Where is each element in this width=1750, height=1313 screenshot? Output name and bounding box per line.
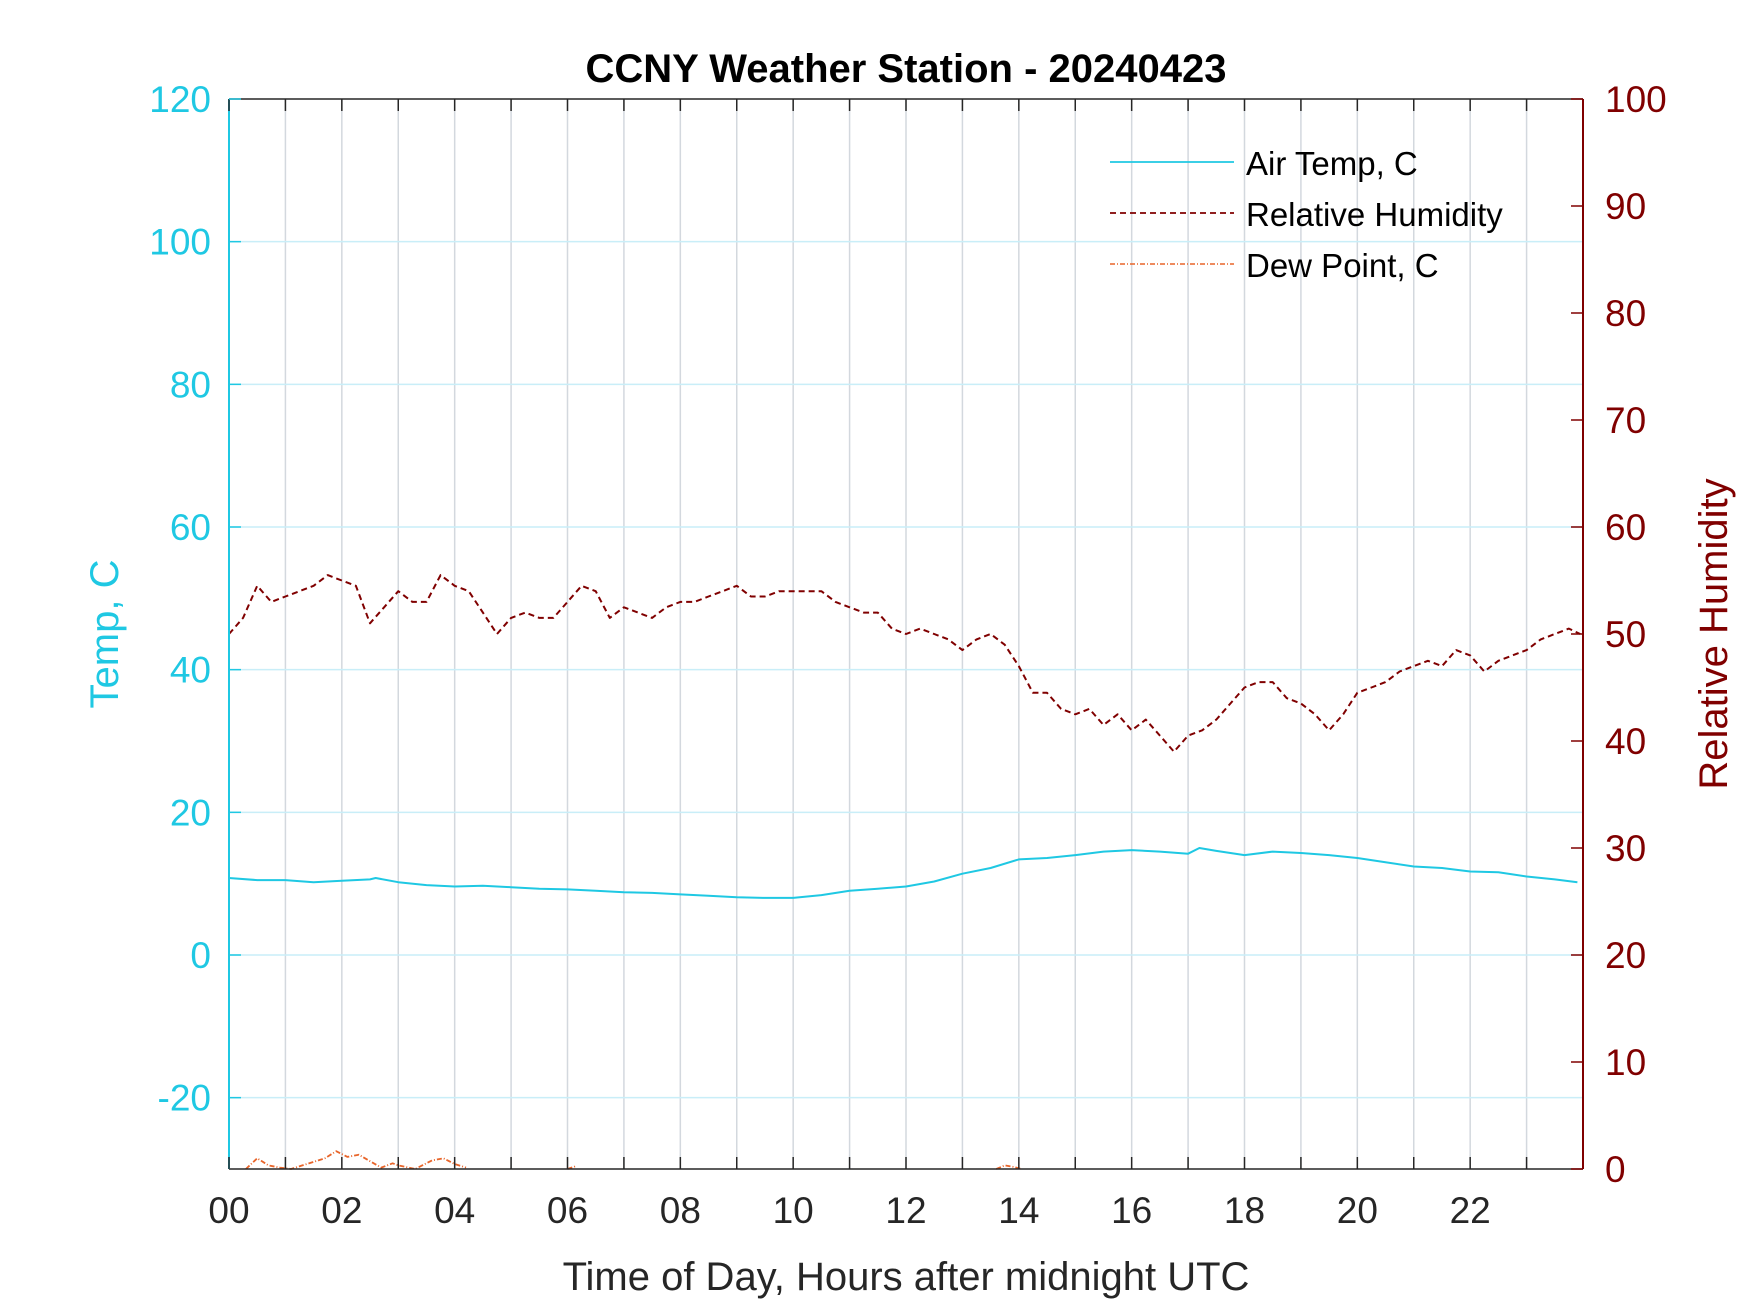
y-left-tick-label: 80 <box>170 364 211 405</box>
y-right-tick-label: 100 <box>1605 79 1667 120</box>
x-tick-label: 20 <box>1337 1190 1378 1231</box>
y-right-tick-label: 60 <box>1605 507 1646 548</box>
y-right-tick-label: 90 <box>1605 186 1646 227</box>
legend-label-dew-point: Dew Point, C <box>1246 247 1439 284</box>
y-left-tick-label: 20 <box>170 792 211 833</box>
x-tick-label: 08 <box>660 1190 701 1231</box>
y-left-tick-label: 0 <box>190 935 211 976</box>
legend-label-relative-humidity: Relative Humidity <box>1246 196 1503 233</box>
y-left-tick-label: 100 <box>149 222 211 263</box>
y-right-tick-label: 70 <box>1605 400 1646 441</box>
x-tick-label: 10 <box>773 1190 814 1231</box>
series-line-dew-point <box>995 1164 1022 1170</box>
x-tick-label: 00 <box>208 1190 249 1231</box>
y-right-tick-label: 80 <box>1605 293 1646 334</box>
axes: 00 02 04 06 08 10 12 14 16 18 20 22120100806040200-… <box>149 79 1666 1231</box>
legend: Air Temp, C Relative Humidity Dew Point,… <box>1110 145 1503 284</box>
series-line-air-temp <box>228 847 1578 899</box>
y-right-tick-label: 10 <box>1605 1042 1646 1083</box>
y-left-tick-label: 120 <box>149 79 211 120</box>
y-right-tick-label: 50 <box>1605 614 1646 655</box>
x-tick-label: 16 <box>1111 1190 1152 1231</box>
x-tick-label: 22 <box>1450 1190 1491 1231</box>
x-tick-label: 04 <box>434 1190 475 1231</box>
x-axis-label: Time of Day, Hours after midnight UTC <box>563 1255 1250 1299</box>
y-left-tick-label: 60 <box>170 507 211 548</box>
y-right-tick-label: 0 <box>1605 1149 1626 1190</box>
series-line-dew-point <box>245 1150 467 1170</box>
y-left-tick-label: 40 <box>170 650 211 691</box>
y-axis-label-right: Relative Humidity <box>1692 478 1736 789</box>
y-left-tick-label: -20 <box>158 1078 211 1119</box>
x-tick-label: 02 <box>321 1190 362 1231</box>
x-tick-label: 06 <box>547 1190 588 1231</box>
legend-label-air-temp: Air Temp, C <box>1246 145 1418 182</box>
y-right-tick-label: 20 <box>1605 935 1646 976</box>
series-line-relative-humidity <box>228 574 1581 753</box>
y-right-tick-label: 40 <box>1605 721 1646 762</box>
x-tick-label: 12 <box>885 1190 926 1231</box>
chart-title: CCNY Weather Station - 20240423 <box>586 47 1227 91</box>
x-tick-label: 18 <box>1224 1190 1265 1231</box>
x-tick-label: 14 <box>998 1190 1039 1231</box>
y-axis-label-left: Temp, C <box>83 560 127 709</box>
y-right-tick-label: 30 <box>1605 828 1646 869</box>
